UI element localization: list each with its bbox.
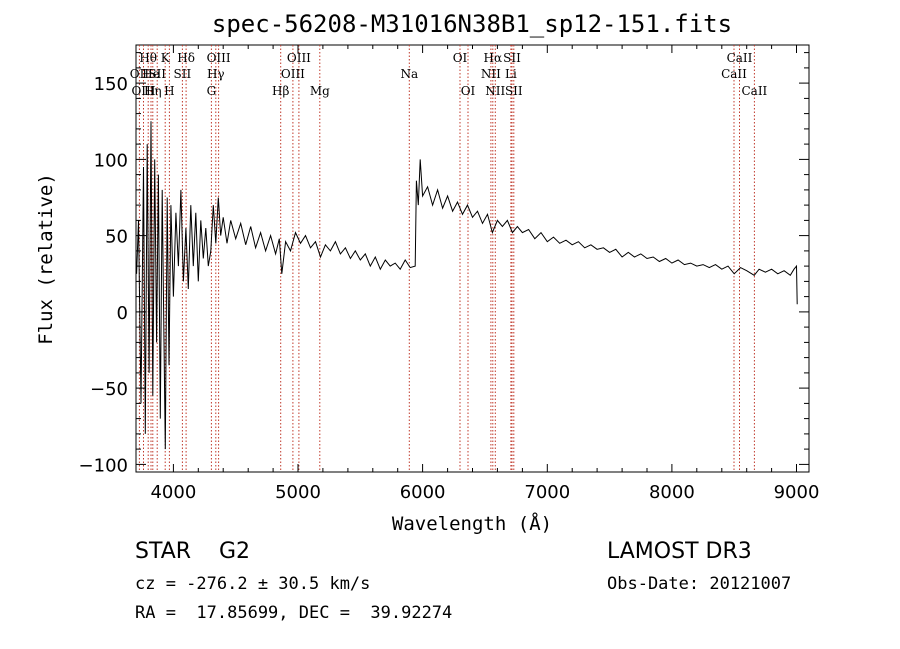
y-tick-label: 50 xyxy=(105,227,128,248)
emission-line-label: Hβ xyxy=(272,84,289,98)
x-axis: 4000 5000 6000 7000 8000 9000 xyxy=(150,45,819,503)
y-tick-label: −100 xyxy=(79,455,128,476)
x-tick-label: 6000 xyxy=(400,482,446,503)
emission-line-label: Hθ xyxy=(139,51,157,65)
emission-line-label: Hγ xyxy=(207,67,225,81)
observation-date: Obs-Date: 20121007 xyxy=(607,574,792,594)
emission-line-label: Mg xyxy=(310,84,330,98)
y-tick-label: −50 xyxy=(90,379,128,400)
y-tick-label: 150 xyxy=(94,74,128,95)
emission-line-label: OIII xyxy=(281,67,305,81)
emission-line-label: Li xyxy=(505,67,517,81)
emission-line-label: G xyxy=(207,84,217,98)
emission-line-label: OII xyxy=(130,67,150,81)
emission-line-label: NII xyxy=(485,84,505,98)
survey-name: LAMOST DR3 xyxy=(607,539,752,564)
x-tick-label: 9000 xyxy=(774,482,820,503)
emission-line-label: Hα xyxy=(484,51,503,65)
emission-line-label: OIII xyxy=(287,51,311,65)
emission-line-label: CaII xyxy=(727,51,753,65)
x-tick-label: 4000 xyxy=(150,482,196,503)
y-tick-label: 0 xyxy=(117,303,128,324)
x-tick-label: 8000 xyxy=(649,482,695,503)
y-tick-label: 100 xyxy=(94,150,128,171)
x-tick-label: 5000 xyxy=(275,482,321,503)
chart-title: spec-56208-M31016N38B1_sp12-151.fits xyxy=(212,10,732,38)
plot-frame xyxy=(135,44,810,473)
emission-line-markers xyxy=(138,45,755,472)
emission-line-label: SII xyxy=(174,67,192,81)
emission-line-label: He xyxy=(142,67,160,81)
emission-line-label: OIII xyxy=(207,51,231,65)
emission-line-label: Hη xyxy=(144,84,162,98)
emission-line-label: CaII xyxy=(741,84,767,98)
object-class: STAR G2 xyxy=(135,539,251,564)
emission-line-label: H xyxy=(164,84,174,98)
x-tick-label: 7000 xyxy=(524,482,570,503)
y-axis: −100 −50 0 50 100 150 xyxy=(79,52,809,476)
redshift-readout: cz = -276.2 ± 30.5 km/s xyxy=(135,574,371,594)
spectrum-line xyxy=(136,121,798,450)
emission-line-label: Na xyxy=(400,67,418,81)
emission-line-label: OI xyxy=(461,84,476,98)
emission-line-label: OI xyxy=(453,51,468,65)
emission-line-label: NII xyxy=(481,67,501,81)
emission-line-label: SII xyxy=(148,67,166,81)
x-axis-label: Wavelength (Å) xyxy=(392,512,552,535)
emission-line-label: K xyxy=(161,51,171,65)
emission-line-label: Hδ xyxy=(177,51,195,65)
emission-line-label: CaII xyxy=(721,67,747,81)
emission-line-label: SII xyxy=(505,84,523,98)
y-axis-label: Flux (relative) xyxy=(35,173,57,345)
emission-line-label: OIII xyxy=(131,84,155,98)
coordinates-readout: RA = 17.85699, DEC = 39.92274 xyxy=(135,603,453,623)
emission-line-label: SII xyxy=(503,51,521,65)
